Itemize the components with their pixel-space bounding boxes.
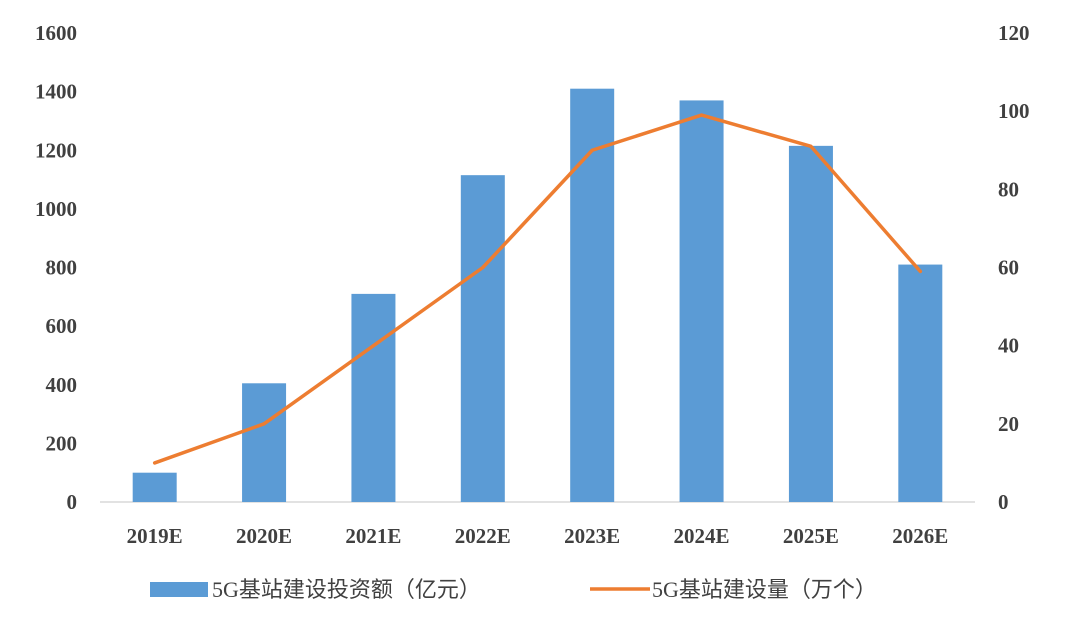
line-series-path bbox=[152, 113, 923, 465]
bar-2023E bbox=[570, 88, 615, 502]
right-axis-tick-label: 40 bbox=[998, 334, 1019, 358]
right-axis-tick-label: 0 bbox=[998, 490, 1009, 514]
left-axis-tick-label: 1600 bbox=[35, 21, 77, 45]
left-axis-tick-label: 1200 bbox=[35, 138, 77, 162]
left-axis-tick-label: 0 bbox=[67, 490, 78, 514]
legend-line-label: 5G基站建设量（万个） bbox=[652, 577, 877, 602]
left-axis-tick-label: 1400 bbox=[35, 80, 77, 104]
right-axis-ticks: 0 20 40 60 80 100 120 bbox=[998, 21, 1030, 514]
legend: 5G基站建设投资额（亿元） 5G基站建设量（万个） bbox=[150, 577, 877, 602]
left-axis-tick-label: 800 bbox=[46, 256, 78, 280]
right-axis-tick-label: 100 bbox=[998, 99, 1030, 123]
line-point-2024E bbox=[700, 113, 704, 117]
left-axis-tick-label: 600 bbox=[46, 314, 78, 338]
right-axis-tick-label: 60 bbox=[998, 256, 1019, 280]
line-point-2020E bbox=[262, 422, 266, 426]
x-axis-tick-label: 2021E bbox=[345, 524, 401, 548]
x-axis-tick-label: 2019E bbox=[127, 524, 183, 548]
x-axis-labels: 2019E 2020E 2021E 2022E 2023E 2024E 2025E 2026E bbox=[127, 524, 949, 548]
bar-2021E bbox=[351, 293, 396, 502]
left-axis-tick-label: 400 bbox=[46, 373, 78, 397]
line-point-2021E bbox=[371, 344, 375, 348]
legend-bar-label: 5G基站建设投资额（亿元） bbox=[212, 577, 481, 602]
line-point-2023E bbox=[590, 148, 594, 152]
bar-2026E bbox=[898, 264, 943, 502]
x-axis-tick-label: 2023E bbox=[564, 524, 620, 548]
legend-bar-swatch bbox=[150, 582, 208, 597]
left-axis-tick-label: 1000 bbox=[35, 197, 77, 221]
x-axis-tick-label: 2026E bbox=[892, 524, 948, 548]
bar-series bbox=[132, 88, 943, 502]
line-point-2025E bbox=[809, 144, 813, 148]
x-axis-tick-label: 2025E bbox=[783, 524, 839, 548]
x-axis-tick-label: 2024E bbox=[674, 524, 730, 548]
x-axis-tick-label: 2022E bbox=[455, 524, 511, 548]
line-point-2022E bbox=[481, 266, 485, 269]
bar-2022E bbox=[460, 175, 505, 502]
line-series bbox=[152, 113, 923, 465]
left-axis-tick-label: 200 bbox=[46, 431, 78, 455]
right-axis-tick-label: 120 bbox=[998, 21, 1030, 45]
bar-2019E bbox=[132, 472, 177, 502]
x-axis-tick-label: 2020E bbox=[236, 524, 292, 548]
right-axis-tick-label: 20 bbox=[998, 412, 1019, 436]
line-point-2026E bbox=[918, 269, 922, 273]
line-point-2019E bbox=[153, 461, 157, 465]
bar-2024E bbox=[679, 100, 724, 502]
left-axis-ticks: 0 200 400 600 800 1000 1200 1400 1600 bbox=[35, 21, 77, 514]
bar-2025E bbox=[788, 145, 833, 502]
bar-2020E bbox=[242, 383, 287, 502]
right-axis-tick-label: 80 bbox=[998, 177, 1019, 201]
